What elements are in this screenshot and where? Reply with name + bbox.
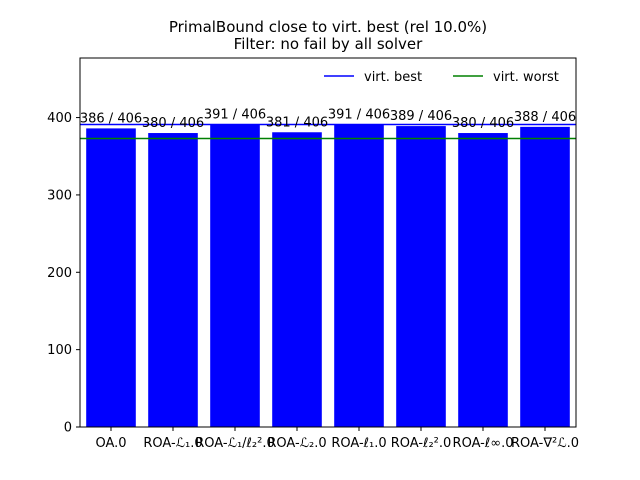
x-tick-label: OA.0 bbox=[95, 436, 126, 451]
bar-value-label: 380 / 406 bbox=[452, 116, 514, 131]
x-tick-label: ROA-ℒ₁/ℓ₂².0 bbox=[195, 436, 275, 451]
y-axis: 0 100 200 300 400 bbox=[47, 111, 80, 436]
chart-title: PrimalBound close to virt. best (rel 10.… bbox=[169, 18, 487, 36]
bar bbox=[272, 132, 322, 427]
bar bbox=[396, 126, 446, 427]
x-tick-label: ROA-∇²ℒ.0 bbox=[511, 436, 579, 451]
bar-value-label: 391 / 406 bbox=[204, 108, 266, 123]
bar bbox=[210, 124, 260, 427]
x-tick-label: ROA-ℒ₂.0 bbox=[267, 436, 326, 451]
bar bbox=[334, 124, 384, 427]
x-tick-label: ROA-ℓ∞.0 bbox=[453, 436, 514, 451]
bar-value-label: 380 / 406 bbox=[142, 116, 204, 131]
x-tick-label: ROA-ℒ₁.0 bbox=[143, 436, 202, 451]
x-tick-label: ROA-ℓ₂².0 bbox=[391, 436, 452, 451]
plot-frame bbox=[79, 57, 577, 428]
y-tick-label: 300 bbox=[47, 188, 72, 203]
legend: virt. best virt. worst bbox=[324, 70, 559, 85]
bar-value-label: 388 / 406 bbox=[514, 110, 576, 125]
bar bbox=[458, 133, 508, 428]
reference-lines bbox=[80, 123, 576, 140]
bars-group bbox=[86, 124, 570, 428]
bar-value-label: 386 / 406 bbox=[80, 111, 142, 126]
y-tick-label: 200 bbox=[47, 266, 72, 281]
bar bbox=[148, 133, 198, 428]
legend-label: virt. best bbox=[364, 70, 422, 85]
x-tick-label: ROA-ℓ₁.0 bbox=[331, 436, 386, 451]
bar-value-label: 381 / 406 bbox=[266, 115, 328, 130]
y-tick-label: 400 bbox=[47, 111, 72, 126]
bar bbox=[520, 126, 570, 427]
chart-subtitle: Filter: no fail by all solver bbox=[234, 35, 423, 53]
y-tick-label: 0 bbox=[64, 421, 72, 436]
legend-label: virt. worst bbox=[493, 70, 559, 85]
bar bbox=[86, 128, 136, 427]
y-tick-label: 100 bbox=[47, 343, 72, 358]
bar-value-label: 389 / 406 bbox=[390, 109, 452, 124]
bar-value-label: 391 / 406 bbox=[328, 108, 390, 123]
